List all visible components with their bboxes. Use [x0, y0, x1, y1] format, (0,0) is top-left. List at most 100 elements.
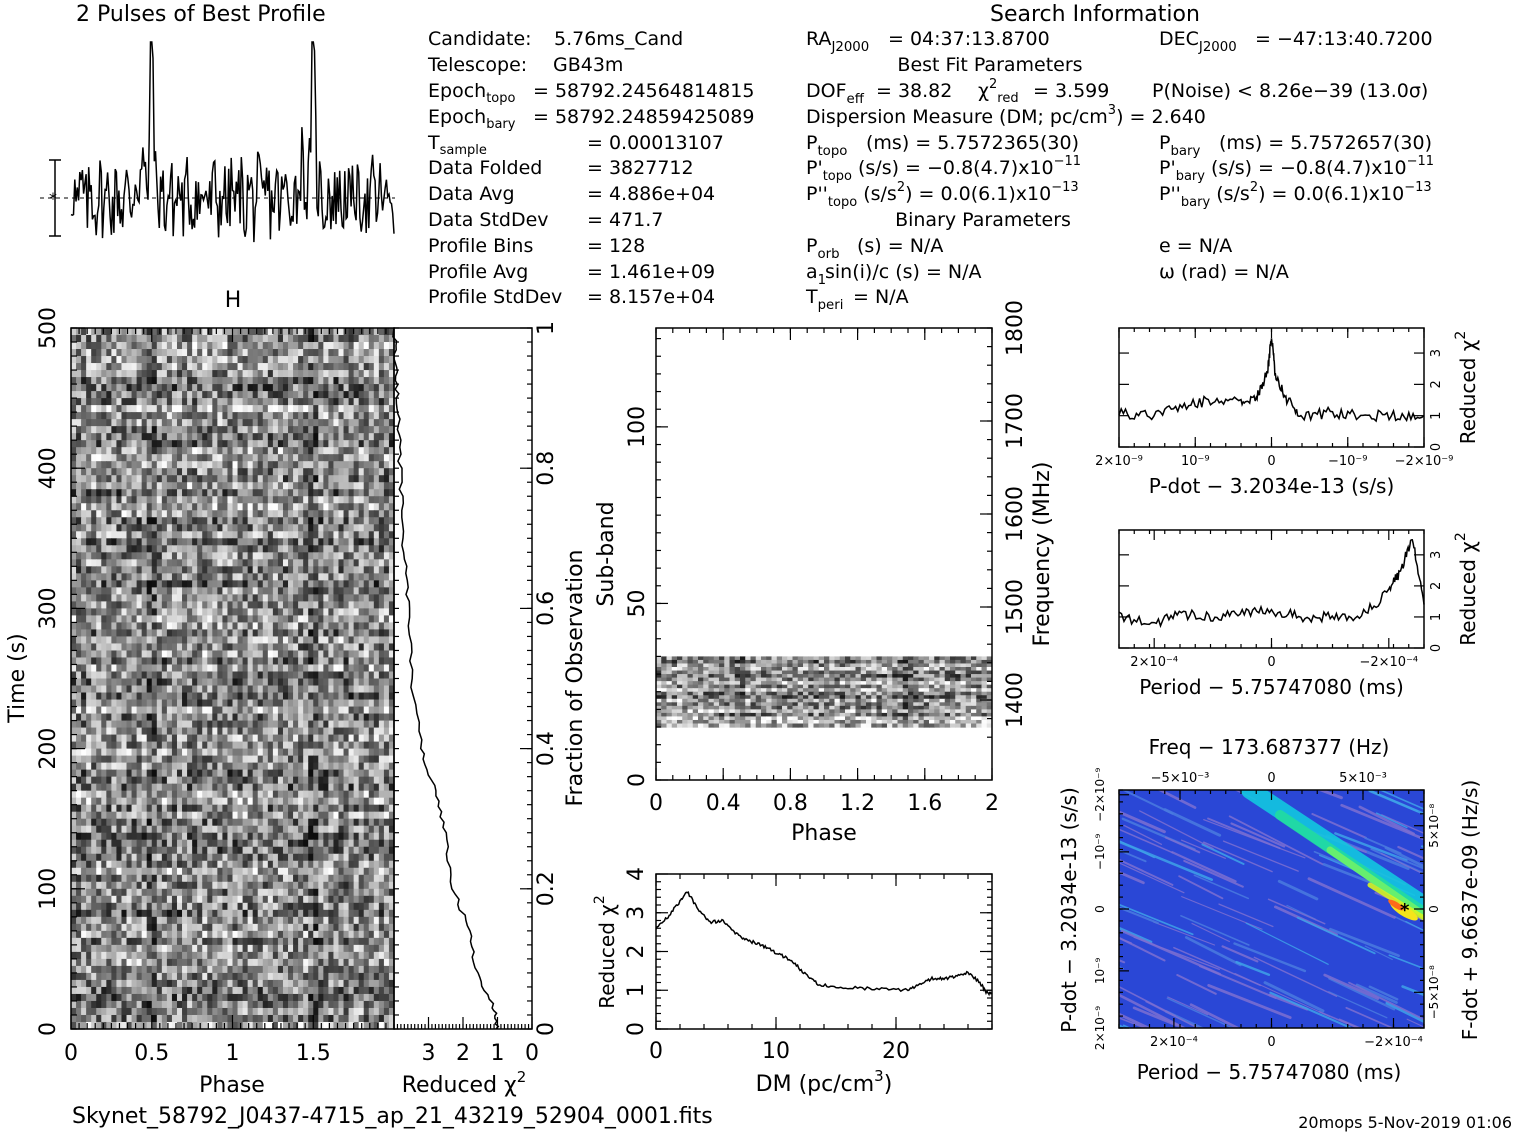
heatmap-cell — [242, 657, 249, 666]
heatmap-cell — [252, 671, 259, 680]
heatmap-cell — [252, 748, 259, 757]
heatmap-cell — [267, 643, 274, 652]
heatmap-cell — [217, 503, 224, 511]
heatmap-cell — [202, 706, 208, 715]
heatmap-cell — [156, 552, 163, 560]
heatmap-cell — [166, 363, 173, 371]
heatmap-cell — [232, 342, 239, 350]
heatmap-cell — [237, 342, 244, 350]
heatmap-cell — [217, 335, 224, 343]
heatmap-cell — [81, 671, 87, 680]
heatmap-cell — [116, 678, 123, 687]
heatmap-cell — [86, 839, 92, 848]
heatmap-cell — [166, 482, 173, 490]
heatmap-cell — [76, 433, 82, 441]
heatmap-cell — [328, 741, 335, 750]
heatmap-cell — [207, 748, 213, 757]
heatmap-cell — [252, 811, 259, 820]
heatmap-cell — [136, 643, 143, 652]
heatmap-cell — [308, 839, 314, 848]
heatmap-cell — [126, 391, 133, 399]
heatmap-cell — [116, 727, 123, 736]
heatmap-cell — [383, 797, 390, 806]
heatmap-cell — [182, 671, 188, 680]
heatmap-cell — [272, 440, 279, 448]
heatmap-cell — [348, 650, 355, 659]
heatmap-cell — [328, 370, 335, 378]
heatmap-cell — [222, 566, 229, 574]
heatmap-cell — [101, 587, 107, 595]
heatmap-cell — [343, 461, 350, 469]
heatmap-cell — [318, 853, 324, 862]
heatmap-cell — [383, 461, 390, 469]
heatmap-cell — [303, 398, 309, 406]
heatmap-cell — [197, 335, 203, 343]
heatmap-cell — [76, 622, 82, 631]
heatmap-cell — [338, 811, 345, 820]
heatmap-cell — [237, 839, 244, 848]
heatmap-cell — [222, 622, 229, 631]
heatmap-cell — [373, 783, 380, 792]
heatmap-cell — [126, 377, 133, 385]
heatmap-cell — [383, 706, 390, 715]
heatmap-cell — [171, 384, 178, 392]
heatmap-cell — [277, 566, 284, 574]
heatmap-cell — [338, 398, 345, 406]
heatmap-cell — [212, 482, 218, 490]
heatmap-cell — [197, 587, 203, 595]
heatmap-cell — [171, 524, 178, 532]
heatmap-cell — [91, 769, 97, 778]
heatmap-cell — [182, 552, 188, 560]
heatmap-cell — [91, 566, 97, 574]
heatmap-cell — [136, 762, 143, 771]
heatmap-cell — [313, 398, 319, 406]
heatmap-cell — [267, 433, 274, 441]
heatmap-cell — [76, 552, 82, 560]
heatmap-cell — [121, 468, 128, 476]
heatmap-cell — [373, 748, 380, 757]
e-value: e = N/A — [1159, 235, 1232, 257]
heatmap-cell — [131, 454, 138, 462]
heatmap-cell — [76, 587, 82, 595]
heatmap-cell — [146, 587, 153, 595]
heatmap-cell — [182, 853, 188, 862]
heatmap-cell — [383, 776, 390, 785]
heatmap-cell — [182, 629, 188, 638]
heatmap-cell — [313, 433, 319, 441]
heatmap-cell — [136, 860, 143, 869]
heatmap-cell — [272, 727, 279, 736]
heatmap-cell — [383, 545, 390, 553]
heatmap-cell — [373, 587, 380, 595]
heatmap-cell — [146, 552, 153, 560]
heatmap-cell — [293, 524, 299, 532]
heatmap-cell — [353, 601, 360, 609]
heatmap-cell — [136, 342, 143, 350]
heatmap-cell — [81, 510, 87, 518]
heatmap-cell — [282, 692, 289, 701]
heatmap-cell — [388, 454, 394, 462]
heatmap-cell — [272, 398, 279, 406]
heatmap-cell — [308, 608, 314, 617]
heatmap-cell — [313, 769, 319, 778]
heatmap-cell — [192, 475, 198, 483]
heatmap-cell — [111, 475, 118, 483]
heatmap-cell — [232, 629, 239, 638]
heatmap-cell — [353, 769, 360, 778]
heatmap-cell — [343, 608, 350, 617]
heatmap-cell — [81, 601, 87, 609]
heatmap-cell — [222, 853, 229, 862]
heatmap-cell — [313, 685, 319, 694]
heatmap-cell — [81, 342, 87, 350]
heatmap-cell — [71, 839, 77, 848]
heatmap-cell — [328, 713, 335, 722]
heatmap-cell — [96, 594, 102, 602]
heatmap-cell — [76, 643, 82, 652]
heatmap-cell — [378, 762, 385, 771]
heatmap-cell — [272, 587, 279, 595]
heatmap-cell — [182, 447, 188, 455]
heatmap-cell — [227, 664, 234, 673]
heatmap-cell — [212, 517, 218, 525]
heatmap-cell — [86, 727, 92, 736]
heatmap-cell — [166, 545, 173, 553]
heatmap-cell — [282, 622, 289, 631]
